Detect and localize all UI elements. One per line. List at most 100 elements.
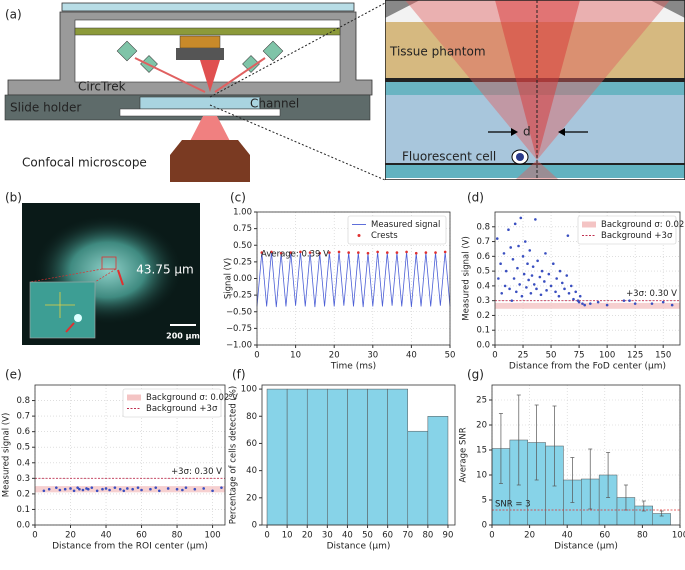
- y-tick-label: 15: [476, 446, 487, 456]
- y-tick-label: 0.6: [16, 427, 30, 437]
- point: [122, 489, 126, 493]
- point: [577, 300, 581, 304]
- point: [544, 252, 547, 255]
- panel-label: (a): [5, 8, 22, 22]
- point: [555, 277, 558, 280]
- x-tick-label: 0: [492, 351, 497, 361]
- point: [567, 291, 571, 295]
- y-tick-label: 0.8: [16, 396, 30, 406]
- x-tick-label: 40: [101, 531, 112, 541]
- legend-label: Crests: [371, 231, 398, 241]
- point: [63, 487, 67, 491]
- legend-box: [122, 388, 222, 418]
- point: [104, 487, 108, 490]
- point: [534, 218, 537, 221]
- point: [157, 489, 161, 493]
- point: [508, 287, 511, 291]
- axes-frame: [34, 384, 226, 526]
- point: [503, 284, 507, 288]
- background-band: [35, 486, 225, 493]
- legend-label: Background +3σ: [601, 231, 673, 241]
- label: Channel: [250, 97, 299, 111]
- bar: [347, 388, 368, 526]
- point: [527, 278, 530, 282]
- point: [211, 489, 214, 493]
- scale-bar-label: 200 µm: [166, 332, 200, 341]
- x-tick-label: 20: [302, 531, 313, 541]
- x-tick-label: 70: [402, 531, 413, 541]
- panel-label: (g): [467, 368, 484, 382]
- point: [531, 265, 535, 268]
- panel-label: (e): [5, 368, 22, 382]
- x-tick-label: 25: [518, 351, 529, 361]
- x-tick-label: 30: [322, 531, 333, 541]
- x-tick-label: 50: [546, 351, 557, 361]
- x-tick-label: 100: [672, 531, 685, 541]
- y-tick-label: 40: [246, 466, 257, 476]
- point: [628, 299, 631, 302]
- y-tick-label: 80: [246, 412, 257, 422]
- point: [549, 284, 553, 288]
- point: [512, 277, 516, 280]
- point: [443, 250, 447, 254]
- y-tick-label: 1.00: [233, 208, 252, 218]
- point: [318, 251, 322, 255]
- point: [154, 486, 158, 489]
- bar: [266, 388, 288, 526]
- bar: [327, 388, 348, 526]
- point: [376, 250, 379, 254]
- point: [184, 486, 188, 489]
- bar: [306, 388, 328, 526]
- point: [202, 487, 205, 490]
- point: [525, 286, 528, 289]
- x-tick-label: 30: [367, 351, 378, 361]
- point: [118, 487, 122, 491]
- x-tick-label: 40: [562, 531, 573, 541]
- point: [581, 302, 584, 305]
- x-tick-label: 100: [204, 531, 220, 541]
- y-tick-label: 0.5: [476, 267, 490, 277]
- panel-label: (b): [5, 191, 22, 205]
- point: [569, 284, 573, 288]
- point: [113, 486, 117, 489]
- axes-frame: [256, 211, 451, 346]
- x-tick-label: 90: [443, 531, 454, 541]
- point: [405, 250, 408, 254]
- point: [528, 249, 532, 252]
- point: [605, 303, 609, 307]
- label: d: [523, 125, 531, 139]
- point: [395, 251, 399, 254]
- point: [522, 272, 526, 276]
- point: [414, 251, 418, 255]
- x-tick-label: 60: [382, 531, 393, 541]
- x-tick-label: 80: [172, 531, 183, 541]
- point: [299, 250, 302, 254]
- point: [504, 269, 508, 273]
- label: Confocal microscope: [22, 156, 147, 170]
- point: [69, 487, 72, 490]
- point: [583, 303, 586, 307]
- axes-frame: [494, 211, 681, 346]
- point: [136, 486, 140, 489]
- point: [500, 291, 504, 295]
- y-tick-label: 10: [476, 471, 487, 481]
- y-tick-label: 0.00: [233, 274, 252, 284]
- legend-box: [577, 215, 677, 245]
- point: [596, 300, 600, 304]
- y-tick-label: 0.0: [16, 521, 30, 531]
- panel-label: (f): [232, 368, 246, 382]
- point: [101, 487, 104, 491]
- y-tick-label: 0.4: [476, 281, 490, 291]
- y-tick-label: 5: [482, 496, 487, 506]
- point: [535, 287, 538, 291]
- point: [193, 487, 197, 491]
- point: [76, 486, 79, 489]
- y-tick-label: 0.6: [476, 252, 490, 262]
- point: [78, 487, 81, 491]
- legend-swatch: [357, 234, 361, 237]
- point: [516, 266, 519, 270]
- point: [529, 291, 533, 295]
- axes-frame: [261, 384, 456, 526]
- label: CircTrek: [78, 80, 126, 94]
